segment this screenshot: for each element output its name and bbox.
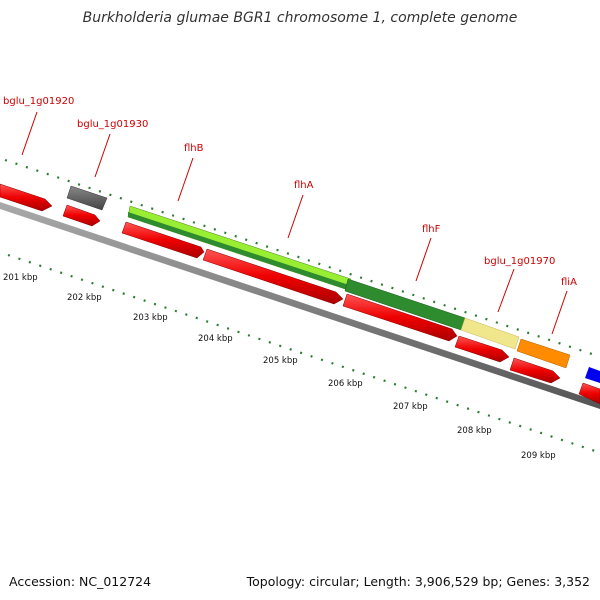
leader-line <box>497 268 515 313</box>
gene-label: bglu_1g01970 <box>484 256 555 267</box>
leader-line <box>94 133 111 178</box>
tick-label: 201 kbp <box>3 273 38 283</box>
cds-arrow <box>62 204 101 227</box>
genome-axis <box>0 202 600 409</box>
tick-label: 202 kbp <box>67 293 102 303</box>
topology-summary: Topology: circular; Length: 3,906,529 bp… <box>246 574 590 589</box>
gene-label: flhA <box>294 180 314 191</box>
feature-fliA <box>585 367 600 383</box>
feature-flhF <box>460 317 520 350</box>
tick-label: 205 kbp <box>263 356 298 366</box>
map-title: Burkholderia glumae BGR1 chromosome 1, c… <box>82 10 518 26</box>
tick-label: 206 kbp <box>328 379 363 389</box>
gene-label: flhF <box>422 224 441 235</box>
cds-arrow <box>0 183 53 212</box>
accession-text: Accession: NC_012724 <box>9 574 152 589</box>
feature-bglu-1g01930 <box>66 185 108 211</box>
tick-label: 203 kbp <box>133 313 168 323</box>
inner-gc-track <box>7 253 599 454</box>
gene-label: bglu_1g01920 <box>3 96 74 107</box>
cds-arrow <box>121 221 205 259</box>
tick-label: 207 kbp <box>393 402 428 412</box>
feature-bglu-1g01970 <box>516 338 571 369</box>
gene-label: flhB <box>184 143 204 154</box>
leader-line <box>21 111 38 156</box>
cds-arrow <box>454 335 510 363</box>
feature-flhA <box>128 212 349 290</box>
cds-track <box>0 183 600 405</box>
leader-line <box>177 157 194 202</box>
axis-ticks: 201 kbp 202 kbp 203 kbp 204 kbp 205 kbp … <box>3 273 556 461</box>
cds-arrow <box>578 382 600 405</box>
cds-arrow <box>202 248 344 305</box>
feature-track <box>66 185 600 383</box>
leader-line <box>551 290 568 335</box>
gene-label: fliA <box>561 277 577 288</box>
cds-arrow <box>342 293 458 342</box>
leader-line <box>415 237 432 282</box>
gene-labels: bglu_1g01920 bglu_1g01930 flhB flhA flhF… <box>3 96 577 335</box>
leader-line <box>287 194 304 239</box>
gene-label: bglu_1g01930 <box>77 119 148 130</box>
cds-arrow <box>509 357 561 384</box>
tick-label: 204 kbp <box>198 334 233 344</box>
tick-label: 209 kbp <box>521 451 556 461</box>
tick-label: 208 kbp <box>457 426 492 436</box>
